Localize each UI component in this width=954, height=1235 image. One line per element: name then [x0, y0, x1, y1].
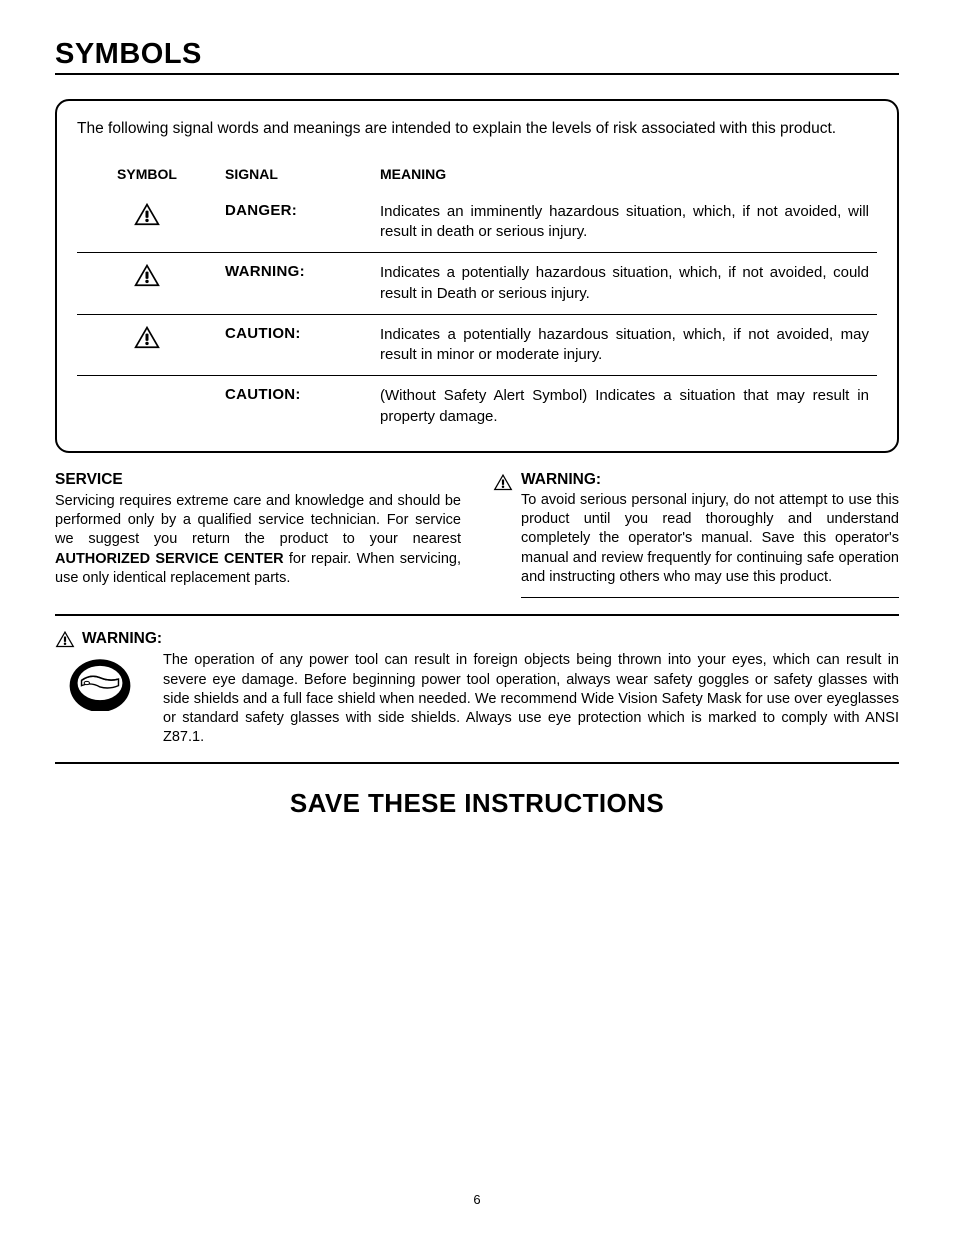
signal-label: CAUTION:	[217, 376, 372, 437]
eye-warning-section: WARNING: The operation of any power tool…	[55, 630, 899, 763]
safety-alert-icon	[133, 202, 161, 226]
signal-words-box: The following signal words and meanings …	[55, 99, 899, 453]
intro-text: The following signal words and meanings …	[77, 119, 877, 140]
safety-alert-icon	[133, 263, 161, 287]
meaning-text: Indicates a potentially hazardous situat…	[372, 314, 877, 376]
page-title: SYMBOLS	[55, 38, 899, 75]
signal-label: CAUTION:	[217, 314, 372, 376]
th-signal: SIGNAL	[217, 160, 372, 192]
meaning-text: Indicates an imminently hazardous situat…	[372, 192, 877, 253]
service-column: SERVICE Servicing requires extreme care …	[55, 471, 461, 598]
page-number: 6	[0, 1192, 954, 1207]
th-meaning: MEANING	[372, 160, 877, 192]
safety-alert-icon	[55, 630, 75, 648]
warning-body: To avoid serious personal injury, do not…	[521, 491, 899, 598]
signal-label: DANGER:	[217, 192, 372, 253]
service-warning-row: SERVICE Servicing requires extreme care …	[55, 471, 899, 616]
th-symbol: SYMBOL	[77, 160, 217, 192]
service-heading: SERVICE	[55, 471, 461, 489]
goggles-icon	[67, 655, 133, 711]
safety-alert-icon	[493, 473, 513, 491]
service-body: Servicing requires extreme care and know…	[55, 492, 461, 588]
save-instructions: SAVE THESE INSTRUCTIONS	[55, 788, 899, 819]
service-text-before: Servicing requires extreme care and know…	[55, 493, 461, 548]
warning-heading: WARNING:	[82, 630, 162, 648]
table-row: DANGER: Indicates an imminently hazardou…	[77, 192, 877, 253]
meaning-text: Indicates a potentially hazardous situat…	[372, 253, 877, 315]
signal-table: SYMBOL SIGNAL MEANING DANGER: Indicates …	[77, 160, 877, 437]
warning-column: WARNING: To avoid serious personal injur…	[493, 471, 899, 598]
table-row: CAUTION: (Without Safety Alert Symbol) I…	[77, 376, 877, 437]
safety-alert-icon	[133, 325, 161, 349]
authorized-service-center: AUTHORIZED SERVICE CENTER	[55, 551, 284, 567]
table-row: CAUTION: Indicates a potentially hazardo…	[77, 314, 877, 376]
table-row: WARNING: Indicates a potentially hazardo…	[77, 253, 877, 315]
meaning-text: (Without Safety Alert Symbol) Indicates …	[372, 376, 877, 437]
eye-warning-body: The operation of any power tool can resu…	[163, 651, 899, 747]
signal-label: WARNING:	[217, 253, 372, 315]
warning-heading: WARNING:	[521, 471, 899, 489]
